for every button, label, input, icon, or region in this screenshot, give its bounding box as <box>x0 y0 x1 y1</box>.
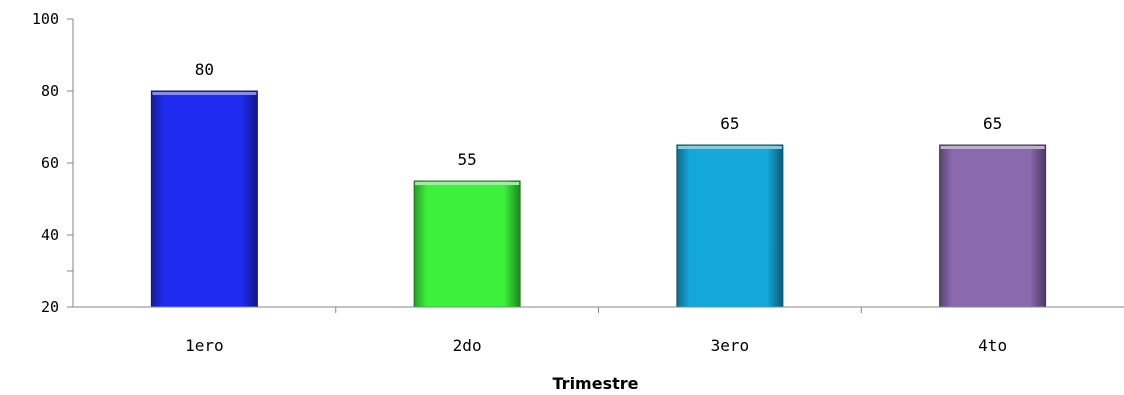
labels-layer: 100 80 60 40 20 80 1ero 55 2do 65 3ero 65 4to <box>32 10 1007 355</box>
bar <box>150 90 258 308</box>
bar <box>676 144 784 308</box>
ticks-layer <box>67 18 862 313</box>
x-tick-label: 4to <box>978 336 1007 355</box>
bar-highlight <box>152 92 257 95</box>
x-tick-label: 1ero <box>185 336 224 355</box>
data-label: 65 <box>983 114 1002 133</box>
y-tick-label: 100 <box>32 10 59 28</box>
x-axis-title: Trimestre <box>553 374 639 391</box>
y-tick-label: 20 <box>41 298 59 316</box>
bars-layer <box>150 90 1047 308</box>
data-label: 55 <box>457 150 476 169</box>
bar <box>413 180 521 308</box>
bar-highlight <box>677 146 782 149</box>
y-tick-label: 60 <box>41 154 59 172</box>
bar-highlight <box>940 146 1045 149</box>
data-label: 65 <box>720 114 739 133</box>
bar <box>939 144 1047 308</box>
x-tick-label: 3ero <box>711 336 750 355</box>
y-tick-label: 40 <box>41 226 59 244</box>
x-tick-label: 2do <box>453 336 482 355</box>
bar-highlight <box>415 182 520 185</box>
data-label: 80 <box>195 60 214 79</box>
y-tick-label: 80 <box>41 82 59 100</box>
